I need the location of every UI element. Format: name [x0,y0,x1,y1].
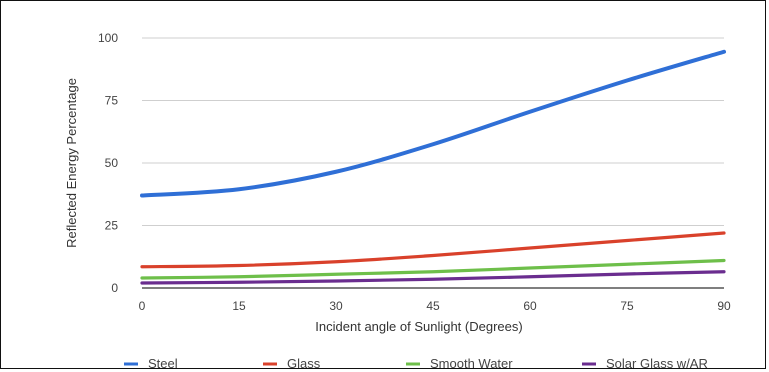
x-tick-label: 15 [232,299,246,313]
y-axis-ticks: 0 25 50 75 100 [98,31,118,295]
series-line-smooth-water [140,258,726,280]
y-tick-label: 50 [105,156,119,170]
x-tick-label: 30 [329,299,343,313]
legend-label-solar-glass-w-ar: Solar Glass w/AR [606,356,708,371]
legend-label-glass: Glass [287,356,321,371]
x-axis-title: Incident angle of Sunlight (Degrees) [315,319,522,334]
x-tick-label: 60 [523,299,537,313]
x-tick-label: 0 [139,299,146,313]
y-axis-title: Reflected Energy Percentage [64,78,79,248]
x-tick-label: 75 [620,299,634,313]
x-tick-label: 90 [717,299,731,313]
y-tick-label: 25 [105,219,119,233]
y-tick-label: 100 [98,31,118,45]
gridlines [142,37,724,226]
x-axis-ticks: 0 15 30 45 60 75 90 [139,299,731,313]
y-tick-label: 0 [111,281,118,295]
series-line-solar-glass-w-ar [140,270,726,285]
legend: Steel Glass Smooth Water Solar Glass w/AR [124,356,708,371]
series-lines [140,49,726,285]
legend-label-smooth-water: Smooth Water [430,356,513,371]
legend-label-steel: Steel [148,356,178,371]
series-line-glass [140,231,726,269]
x-tick-label: 45 [426,299,440,313]
series-line-steel [140,49,726,198]
y-tick-label: 75 [105,94,119,108]
